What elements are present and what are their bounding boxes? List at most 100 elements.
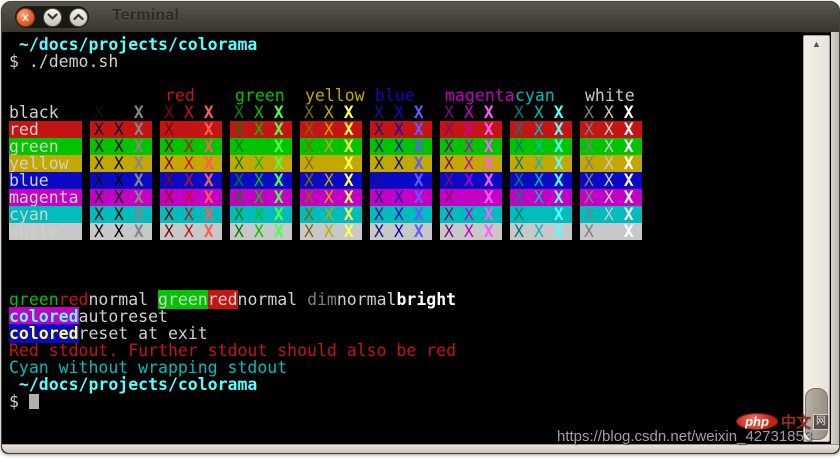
scroll-up-arrow-icon[interactable]: ▲ <box>812 38 821 49</box>
table-cell-magenta-green: X X X <box>230 189 292 206</box>
table-cell-black-red: X X X <box>160 104 222 121</box>
x-normal: X <box>463 171 474 190</box>
title-bar[interactable]: x Terminal <box>2 2 839 33</box>
table-cell-white-yellow: X X X <box>300 223 362 240</box>
terminal-text-segment: green <box>9 290 59 309</box>
column-header-yellow: yellow <box>305 86 365 105</box>
x-dim: X <box>94 171 104 190</box>
x-normal: X <box>323 171 334 190</box>
x-dim: X <box>374 188 384 207</box>
x-dim: X <box>514 222 524 241</box>
x-bright: X <box>273 205 284 224</box>
x-bright: X <box>553 188 564 207</box>
row-label-green: green <box>9 138 82 155</box>
x-bright: X <box>553 103 564 122</box>
x-normal: X <box>113 188 124 207</box>
x-dim: X <box>374 171 384 190</box>
row-label-yellow: yellow <box>9 155 82 172</box>
x-bright: X <box>623 154 634 173</box>
table-cell-black-green: X X X <box>230 104 292 121</box>
x-normal: X <box>253 137 264 156</box>
x-dim: X <box>444 188 454 207</box>
table-cell-black-black: X X X <box>90 104 152 121</box>
table-cell-magenta-cyan: X X X <box>510 189 572 206</box>
x-normal: X <box>393 137 404 156</box>
x-normal: X <box>113 154 124 173</box>
x-dim: X <box>374 205 384 224</box>
maximize-button[interactable] <box>69 7 88 27</box>
x-dim: X <box>584 154 594 173</box>
x-bright: X <box>203 137 214 156</box>
x-dim: X <box>164 171 174 190</box>
x-dim: X <box>94 120 104 139</box>
x-dim: X <box>94 205 104 224</box>
x-dim: X <box>164 188 174 207</box>
row-label-red: red <box>9 121 82 138</box>
x-normal: X <box>113 222 124 241</box>
terminal-line: $ <box>9 393 800 410</box>
terminal-screen[interactable]: ~/docs/projects/colorama $ ./demo.sh red gr… <box>4 32 802 445</box>
x-bright: X <box>553 171 564 190</box>
chevron-up-icon <box>73 13 84 21</box>
table-cell-green-blue: X X X <box>370 138 432 155</box>
x-bright: X <box>133 120 144 139</box>
x-bright: X <box>273 154 284 173</box>
terminal-text-segment: $ ./demo.sh <box>9 52 119 71</box>
x-dim: X <box>584 171 594 190</box>
x-normal: X <box>183 120 194 139</box>
x-normal: X <box>323 188 334 207</box>
table-cell-yellow-yellow: X X X <box>300 155 362 172</box>
x-bright: X <box>273 171 284 190</box>
x-normal: X <box>183 171 194 190</box>
x-bright: X <box>413 188 424 207</box>
row-label-cyan: cyan <box>9 206 82 223</box>
table-cell-white-cyan: X X X <box>510 223 572 240</box>
table-cell-white-white: X X X <box>580 223 642 240</box>
x-bright: X <box>483 222 494 241</box>
table-cell-magenta-black: X X X <box>90 189 152 206</box>
x-bright: X <box>203 103 214 122</box>
x-dim: X <box>514 171 524 190</box>
watermark-url[interactable]: https://blog.csdn.net/weixin_42731853 <box>557 428 813 445</box>
terminal-text-segment: Red stdout. Further stdout should also b… <box>9 341 457 360</box>
minimize-button[interactable] <box>42 7 62 27</box>
table-cell-green-magenta: X X X <box>440 138 502 155</box>
terminal-text-segment: dim <box>307 290 337 309</box>
x-normal: X <box>533 222 544 241</box>
scrollbar[interactable]: ▲ <box>803 35 830 442</box>
terminal-line: coloredreset at exit <box>9 324 800 343</box>
close-button[interactable]: x <box>16 7 35 27</box>
x-normal: X <box>253 171 264 190</box>
x-bright: X <box>413 171 424 190</box>
x-normal: X <box>113 137 124 156</box>
x-normal: X <box>113 171 124 190</box>
x-dim: X <box>94 154 104 173</box>
table-cell-green-yellow: X X X <box>300 138 362 155</box>
x-normal: X <box>253 154 264 173</box>
x-dim: X <box>234 137 244 156</box>
x-normal: X <box>323 222 334 241</box>
x-normal: X <box>253 205 264 224</box>
terminal-text-segment <box>297 290 307 309</box>
table-cell-yellow-magenta: X X X <box>440 155 502 172</box>
terminal-text-segment: colored <box>9 324 79 343</box>
table-cell-green-red: X X X <box>160 138 222 155</box>
x-normal: X <box>533 171 544 190</box>
x-normal: X <box>463 205 474 224</box>
x-bright: X <box>553 205 564 224</box>
table-cell-red-black: X X X <box>90 121 152 138</box>
x-dim: X <box>234 222 244 241</box>
table-cell-cyan-cyan: X X X <box>510 206 572 223</box>
php-logo-cn-text: 中文 <box>781 414 812 431</box>
x-normal: X <box>183 205 194 224</box>
x-normal: X <box>113 103 124 122</box>
x-dim: X <box>94 103 104 122</box>
x-normal: X <box>393 120 404 139</box>
table-cell-black-cyan: X X X <box>510 104 572 121</box>
x-dim: X <box>234 120 244 139</box>
blank-line <box>9 240 800 257</box>
x-bright: X <box>553 120 564 139</box>
row-label-white: white <box>9 223 82 240</box>
